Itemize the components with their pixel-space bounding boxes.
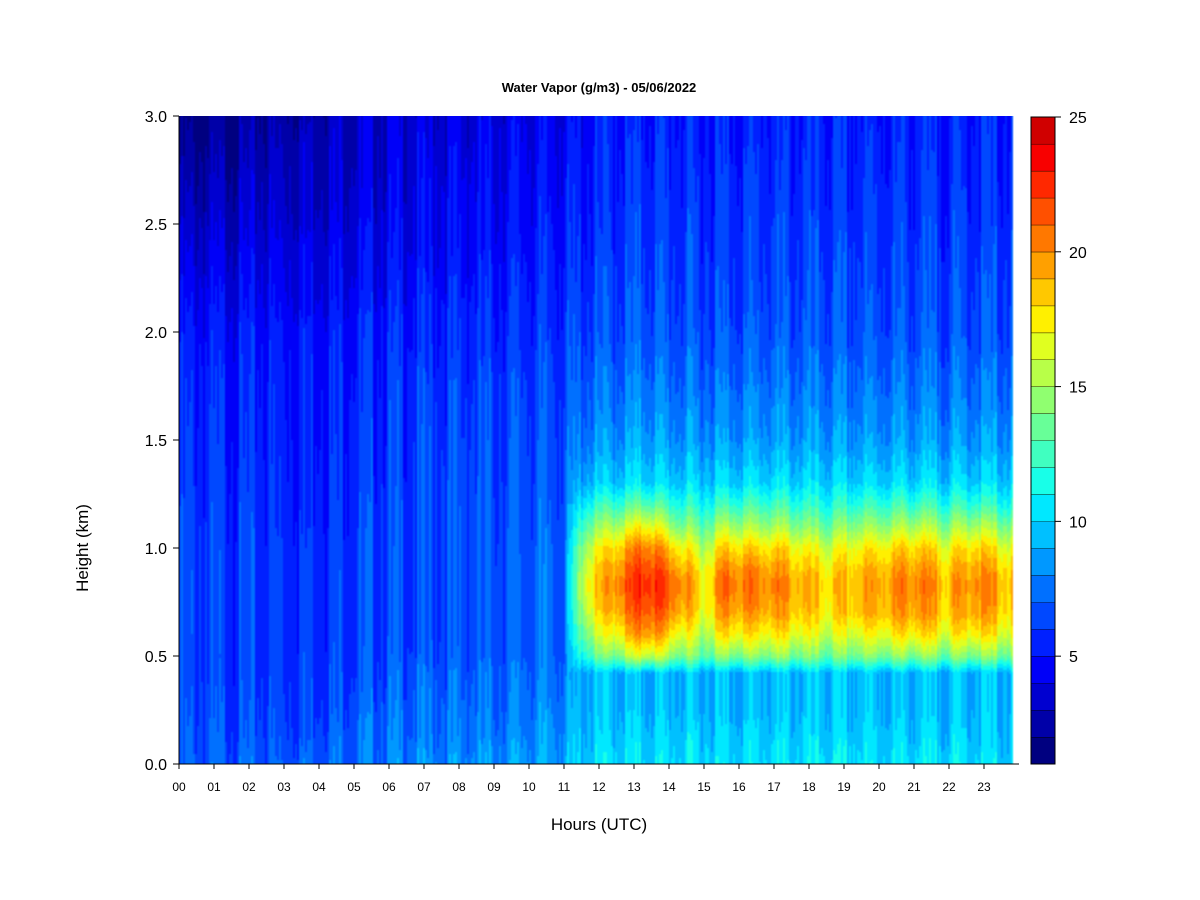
x-tick-label: 13 [627, 780, 641, 794]
colorbar-swatch [1031, 117, 1055, 144]
colorbar-swatch [1031, 359, 1055, 387]
colorbar-swatch [1031, 548, 1055, 576]
colorbar-swatch [1031, 656, 1055, 684]
colorbar-swatch [1031, 170, 1055, 198]
x-tick-label: 15 [697, 780, 711, 794]
x-tick-label: 01 [207, 780, 221, 794]
x-tick-label: 14 [662, 780, 676, 794]
x-tick-label: 23 [977, 780, 991, 794]
colorbar-swatch [1031, 710, 1055, 738]
colorbar-swatch [1031, 224, 1055, 252]
heatmap-plot-area [179, 116, 1019, 764]
x-tick-label: 08 [452, 780, 466, 794]
x-tick-label: 16 [732, 780, 746, 794]
colorbar-swatch [1031, 467, 1055, 495]
x-tick-label: 10 [522, 780, 536, 794]
y-tick-label: 0.5 [145, 649, 167, 666]
colorbar-swatch [1031, 602, 1055, 630]
colorbar-tick-label: 15 [1069, 380, 1087, 397]
colorbar-tick-label: 25 [1069, 110, 1087, 127]
y-axis: 0.0 0.5 1.0 1.5 2.0 2.5 3.0 [145, 109, 180, 774]
colorbar-swatch [1031, 737, 1055, 764]
colorbar-ticks: 5 10 15 20 25 [1055, 110, 1087, 666]
colorbar-swatch [1031, 143, 1055, 171]
heatmap-image [179, 116, 1019, 764]
y-tick-label: 1.0 [145, 541, 167, 558]
x-tick-label: 18 [802, 780, 816, 794]
colorbar-tick-label: 5 [1069, 649, 1078, 666]
y-tick-label: 2.5 [145, 217, 167, 234]
colorbar-tick-label: 10 [1069, 514, 1087, 531]
x-tick-label: 07 [417, 780, 431, 794]
x-tick-label: 11 [558, 780, 571, 794]
colorbar [1030, 116, 1056, 765]
colorbar-swatch [1031, 575, 1055, 603]
colorbar-swatch [1031, 197, 1055, 225]
colorbar-swatch [1031, 305, 1055, 333]
colorbar-tick-label: 20 [1069, 245, 1087, 262]
chart-title: Water Vapor (g/m3) - 05/06/2022 [502, 80, 697, 95]
y-axis-label: Height (km) [73, 504, 92, 592]
y-tick-label: 3.0 [145, 109, 167, 126]
colorbar-swatch [1031, 278, 1055, 306]
colorbar-swatch [1031, 413, 1055, 441]
x-tick-label: 21 [907, 780, 921, 794]
x-tick-label: 06 [382, 780, 396, 794]
colorbar-swatch [1031, 683, 1055, 711]
x-tick-label: 02 [242, 780, 256, 794]
x-tick-label: 00 [172, 780, 186, 794]
y-tick-label: 0.0 [145, 757, 167, 774]
colorbar-swatch [1031, 521, 1055, 549]
x-tick-label: 19 [837, 780, 851, 794]
colorbar-swatch [1031, 386, 1055, 414]
x-tick-label: 04 [312, 780, 326, 794]
colorbar-swatch [1031, 332, 1055, 360]
x-tick-label: 17 [767, 780, 781, 794]
x-tick-label: 05 [347, 780, 361, 794]
x-tick-label: 03 [277, 780, 291, 794]
y-tick-label: 1.5 [145, 433, 167, 450]
x-tick-label: 12 [592, 780, 606, 794]
y-tick-label: 2.0 [145, 325, 167, 342]
x-axis: 00 01 02 03 04 05 06 07 08 09 10 11 12 13 14 15 16 17 18 19… [172, 763, 1019, 794]
colorbar-swatch [1031, 494, 1055, 522]
x-tick-label: 20 [872, 780, 886, 794]
x-tick-label: 09 [487, 780, 501, 794]
colorbar-swatch [1031, 251, 1055, 279]
colorbar-swatch [1031, 629, 1055, 657]
colorbar-swatch [1031, 440, 1055, 468]
x-axis-label: Hours (UTC) [551, 815, 647, 834]
x-tick-label: 22 [942, 780, 956, 794]
